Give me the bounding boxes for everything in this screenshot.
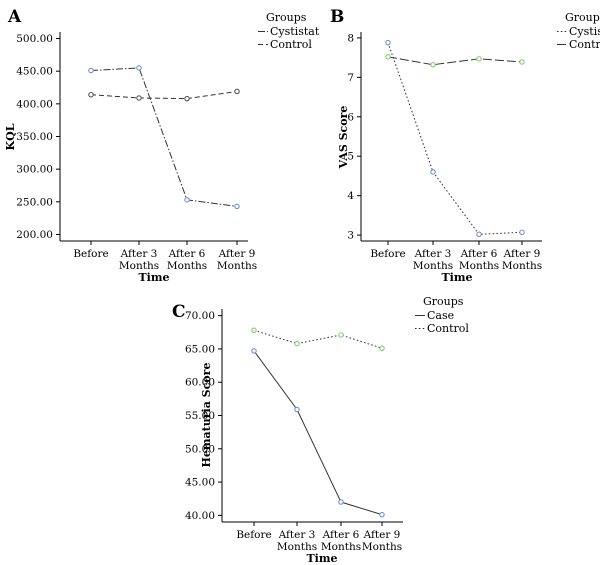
panel-a-point-control — [136, 95, 142, 101]
panel-a: A 200.00 250.00 300.00 350.00 400.00 450.00 500… — [4, 7, 320, 284]
panel-a-point-control — [88, 91, 94, 98]
panel-c-legend-entry-case: Case — [427, 309, 454, 322]
panel-c-point-case — [379, 511, 385, 518]
panel-c-point-control — [338, 332, 344, 338]
panel-b-y-tick-label: 5 — [347, 151, 354, 163]
panel-b-series-line-cystistat — [387, 42, 523, 235]
panel-c-y-tick-label: 50.00 — [185, 443, 215, 455]
panel-a-y-tick-label: 350.00 — [16, 131, 53, 143]
panel-b-legend-title: Groups — [565, 11, 600, 24]
panel-a-point-control — [184, 95, 190, 102]
panel-a-point-control — [234, 88, 240, 95]
panel-c-point-case — [251, 348, 257, 354]
panel-b-y-tick-label: 4 — [347, 190, 354, 202]
panel-b-point-control — [385, 54, 391, 60]
panel-c-y-tick-label: 45.00 — [185, 477, 215, 489]
panel-c-x-tick-label: After 9 Months — [362, 529, 402, 553]
panel-c-x-axis-label: Time — [306, 552, 337, 565]
panel-c-point-case — [338, 499, 344, 505]
panel-c-letter: C — [172, 302, 186, 322]
panel-b-y-tick-label: 6 — [347, 111, 354, 123]
panel-b-point-cystistat — [519, 229, 525, 236]
panel-c-y-tick-label: 70.00 — [185, 310, 215, 322]
panel-a-legend-entry-cystistat: Cystistat — [270, 25, 320, 38]
panel-c-legend-entry-control: Control — [427, 322, 469, 335]
panel-a-y-axis-label: KQL — [4, 123, 17, 150]
panel-a-point-cystistat — [136, 65, 142, 71]
panel-b-point-cystistat — [476, 231, 482, 238]
panel-a-x-tick-label: After 3 Months — [119, 248, 159, 272]
panel-b-x-tick-label: After 3 Months — [413, 248, 453, 272]
panel-b-letter: B — [330, 7, 344, 27]
panel-a-series-line-cystistat — [90, 67, 238, 207]
panel-c-legend-title: Groups — [423, 295, 464, 308]
panel-a-x-tick-label: After 9 Months — [217, 248, 257, 272]
panel-b-series-line-control — [387, 56, 523, 66]
panel-b-legend-entry-cystistat: Cystistat — [569, 25, 600, 38]
panel-c-point-control — [379, 345, 385, 352]
panel-b-y-tick-label: 7 — [347, 72, 354, 84]
panel-c: C 40.00 45.00 50.00 55.00 60.00 65.00 70.00 Befo… — [172, 295, 469, 565]
panel-a-y-tick-label: 300.00 — [16, 164, 53, 176]
panel-a-y-tick-label: 500.00 — [16, 33, 53, 45]
panel-b-legend-entry-control: Control — [569, 38, 600, 51]
panel-a-y-tick-label: 450.00 — [16, 66, 53, 78]
panel-c-y-tick-label: 65.00 — [185, 343, 215, 355]
panel-a-letter: A — [7, 7, 22, 27]
panel-c-x-tick-label: After 3 Months — [277, 529, 317, 553]
panel-a-point-cystistat — [88, 67, 94, 74]
panel-c-x-tick-label: After 6 Months — [321, 529, 361, 553]
panel-c-x-tick-label: Before — [236, 529, 271, 541]
panel-c-y-tick-label: 40.00 — [185, 510, 215, 522]
panel-b-point-cystistat — [385, 39, 391, 46]
panel-b-point-cystistat — [430, 169, 436, 175]
panel-b-x-tick-label: Before — [370, 248, 405, 260]
panel-a-point-cystistat — [184, 197, 190, 203]
panel-a-x-axis-label: Time — [138, 271, 169, 284]
panel-c-series-line-case — [253, 350, 383, 516]
panel-b-y-tick-label: 8 — [347, 32, 354, 44]
panel-b-x-tick-label: After 6 Months — [459, 248, 499, 272]
panel-a-x-tick-label: After 6 Months — [167, 248, 207, 272]
panel-c-point-control — [294, 340, 300, 347]
panel-b-y-tick-label: 3 — [347, 230, 354, 242]
panel-a-point-cystistat — [234, 203, 240, 210]
panel-a-x-tick-label: Before — [73, 248, 108, 260]
panel-b-x-axis-label: Time — [441, 271, 472, 284]
panel-c-series-line-control — [253, 329, 383, 349]
panel-a-legend-title: Groups — [266, 11, 307, 24]
panel-c-point-case — [294, 406, 300, 413]
panel-a-series-line-control — [90, 90, 238, 100]
panel-b-point-control — [519, 59, 525, 65]
panel-c-point-control — [251, 327, 257, 334]
panel-b-point-control — [476, 56, 482, 62]
panel-a-y-tick-label: 200.00 — [16, 229, 53, 241]
panel-c-y-tick-label: 55.00 — [185, 410, 215, 422]
panel-a-legend-entry-control: Control — [270, 38, 312, 51]
panel-a-y-tick-label: 400.00 — [16, 98, 53, 110]
panel-b-x-tick-label: After 9 Months — [502, 248, 542, 272]
panel-b-point-control — [430, 61, 436, 68]
panel-b-y-axis-label: VAS Score — [337, 106, 350, 170]
panel-a-y-tick-label: 250.00 — [16, 196, 53, 208]
panel-c-y-tick-label: 60.00 — [185, 377, 215, 389]
panel-c-y-axis-label: Hematuria Score — [200, 363, 213, 468]
